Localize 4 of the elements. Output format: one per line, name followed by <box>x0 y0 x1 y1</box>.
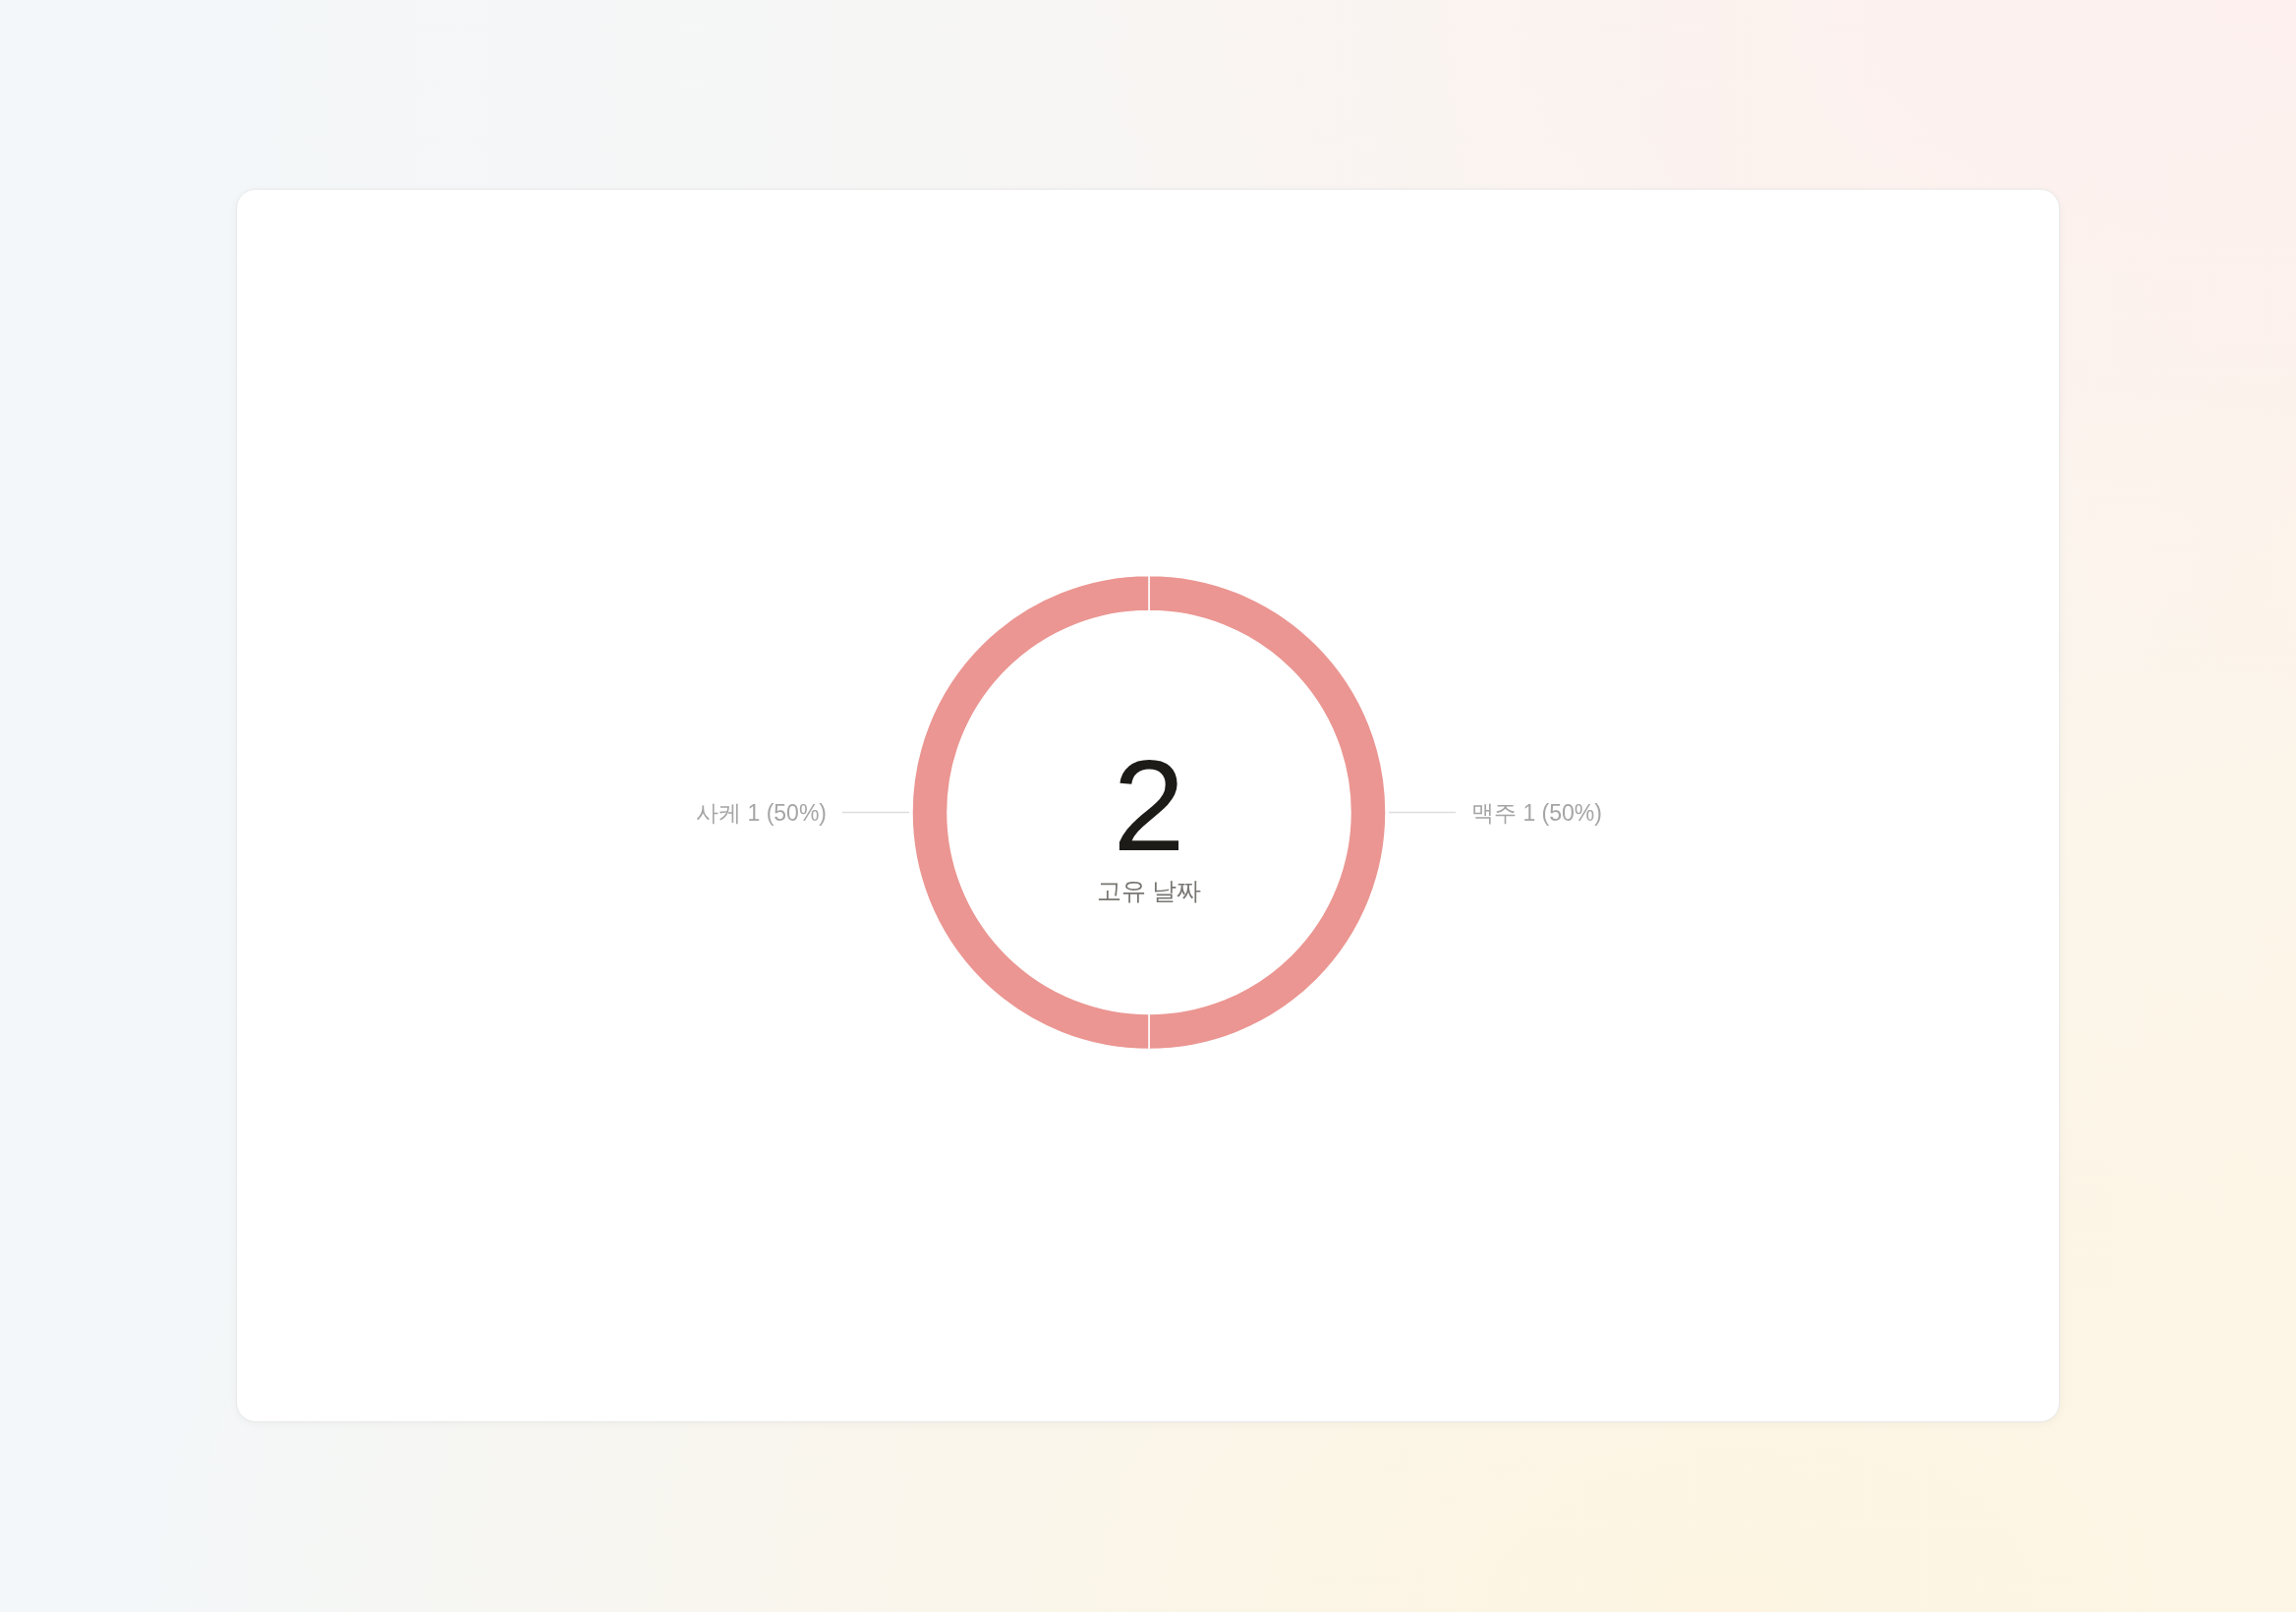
slice-label: 사케 1 (50%) <box>696 799 827 826</box>
text: 고유 날짜 <box>1096 876 1202 904</box>
text: 2 <box>1113 732 1185 878</box>
slice-label: 맥주 1 (50%) <box>1471 799 1602 826</box>
